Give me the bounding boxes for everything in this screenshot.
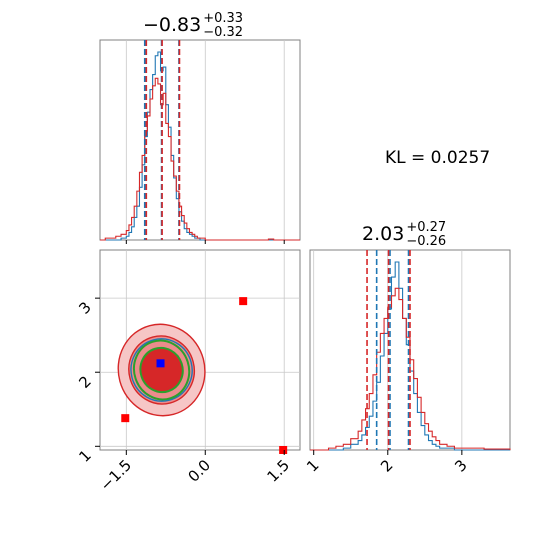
title-p1-minus: −0.32	[203, 24, 244, 40]
title-p2-minus: −0.26	[406, 233, 447, 249]
hist-p1-series-blue	[100, 51, 300, 241]
hist-p2-tick-label-0: 1	[303, 456, 322, 475]
p2-ytick-label-0: 1	[75, 446, 94, 465]
hist-p1-series-red	[100, 77, 300, 241]
hist-p2-series-red	[310, 287, 511, 451]
contour-red-5	[140, 348, 183, 392]
title-p2: 2.03 +0.27 −0.26	[362, 221, 446, 248]
hist-p1-frame	[99, 39, 301, 241]
p1-tick-label-1: 0.0	[184, 456, 214, 486]
title-p1: −0.83 +0.33 −0.32	[143, 12, 243, 39]
contour-green-4	[139, 346, 184, 394]
title-p2-median: 2.03	[362, 223, 405, 246]
title-p1-plus: +0.33	[203, 11, 244, 26]
title-p2-plus: +0.27	[406, 220, 447, 235]
contour-blue-2	[130, 338, 193, 402]
hist-p2-tick-label-2: 3	[451, 456, 470, 475]
p2-ytick-label-2: 3	[75, 298, 94, 317]
marker-marker_red-1	[121, 414, 130, 423]
marker-layer	[121, 297, 288, 454]
marker-marker_red-0	[239, 297, 248, 306]
scatter-frame	[99, 249, 301, 451]
title-p1-median: −0.83	[143, 14, 202, 37]
series-layer	[100, 40, 511, 451]
contour-green-3	[132, 339, 191, 401]
hist-p2-series-blue	[310, 261, 510, 451]
marker-marker_blue-3	[156, 359, 165, 368]
marker-marker_red-2	[279, 446, 288, 454]
contour-fill-layer	[117, 323, 206, 417]
hist-p2-tick-label-1: 2	[377, 456, 396, 475]
p2-ytick-label-1: 2	[75, 372, 94, 391]
p1-tick-label-0: −1.5	[97, 456, 135, 494]
kl-annotation: KL = 0.0257	[385, 148, 491, 168]
p1-tick-label-2: 1.5	[263, 456, 293, 486]
